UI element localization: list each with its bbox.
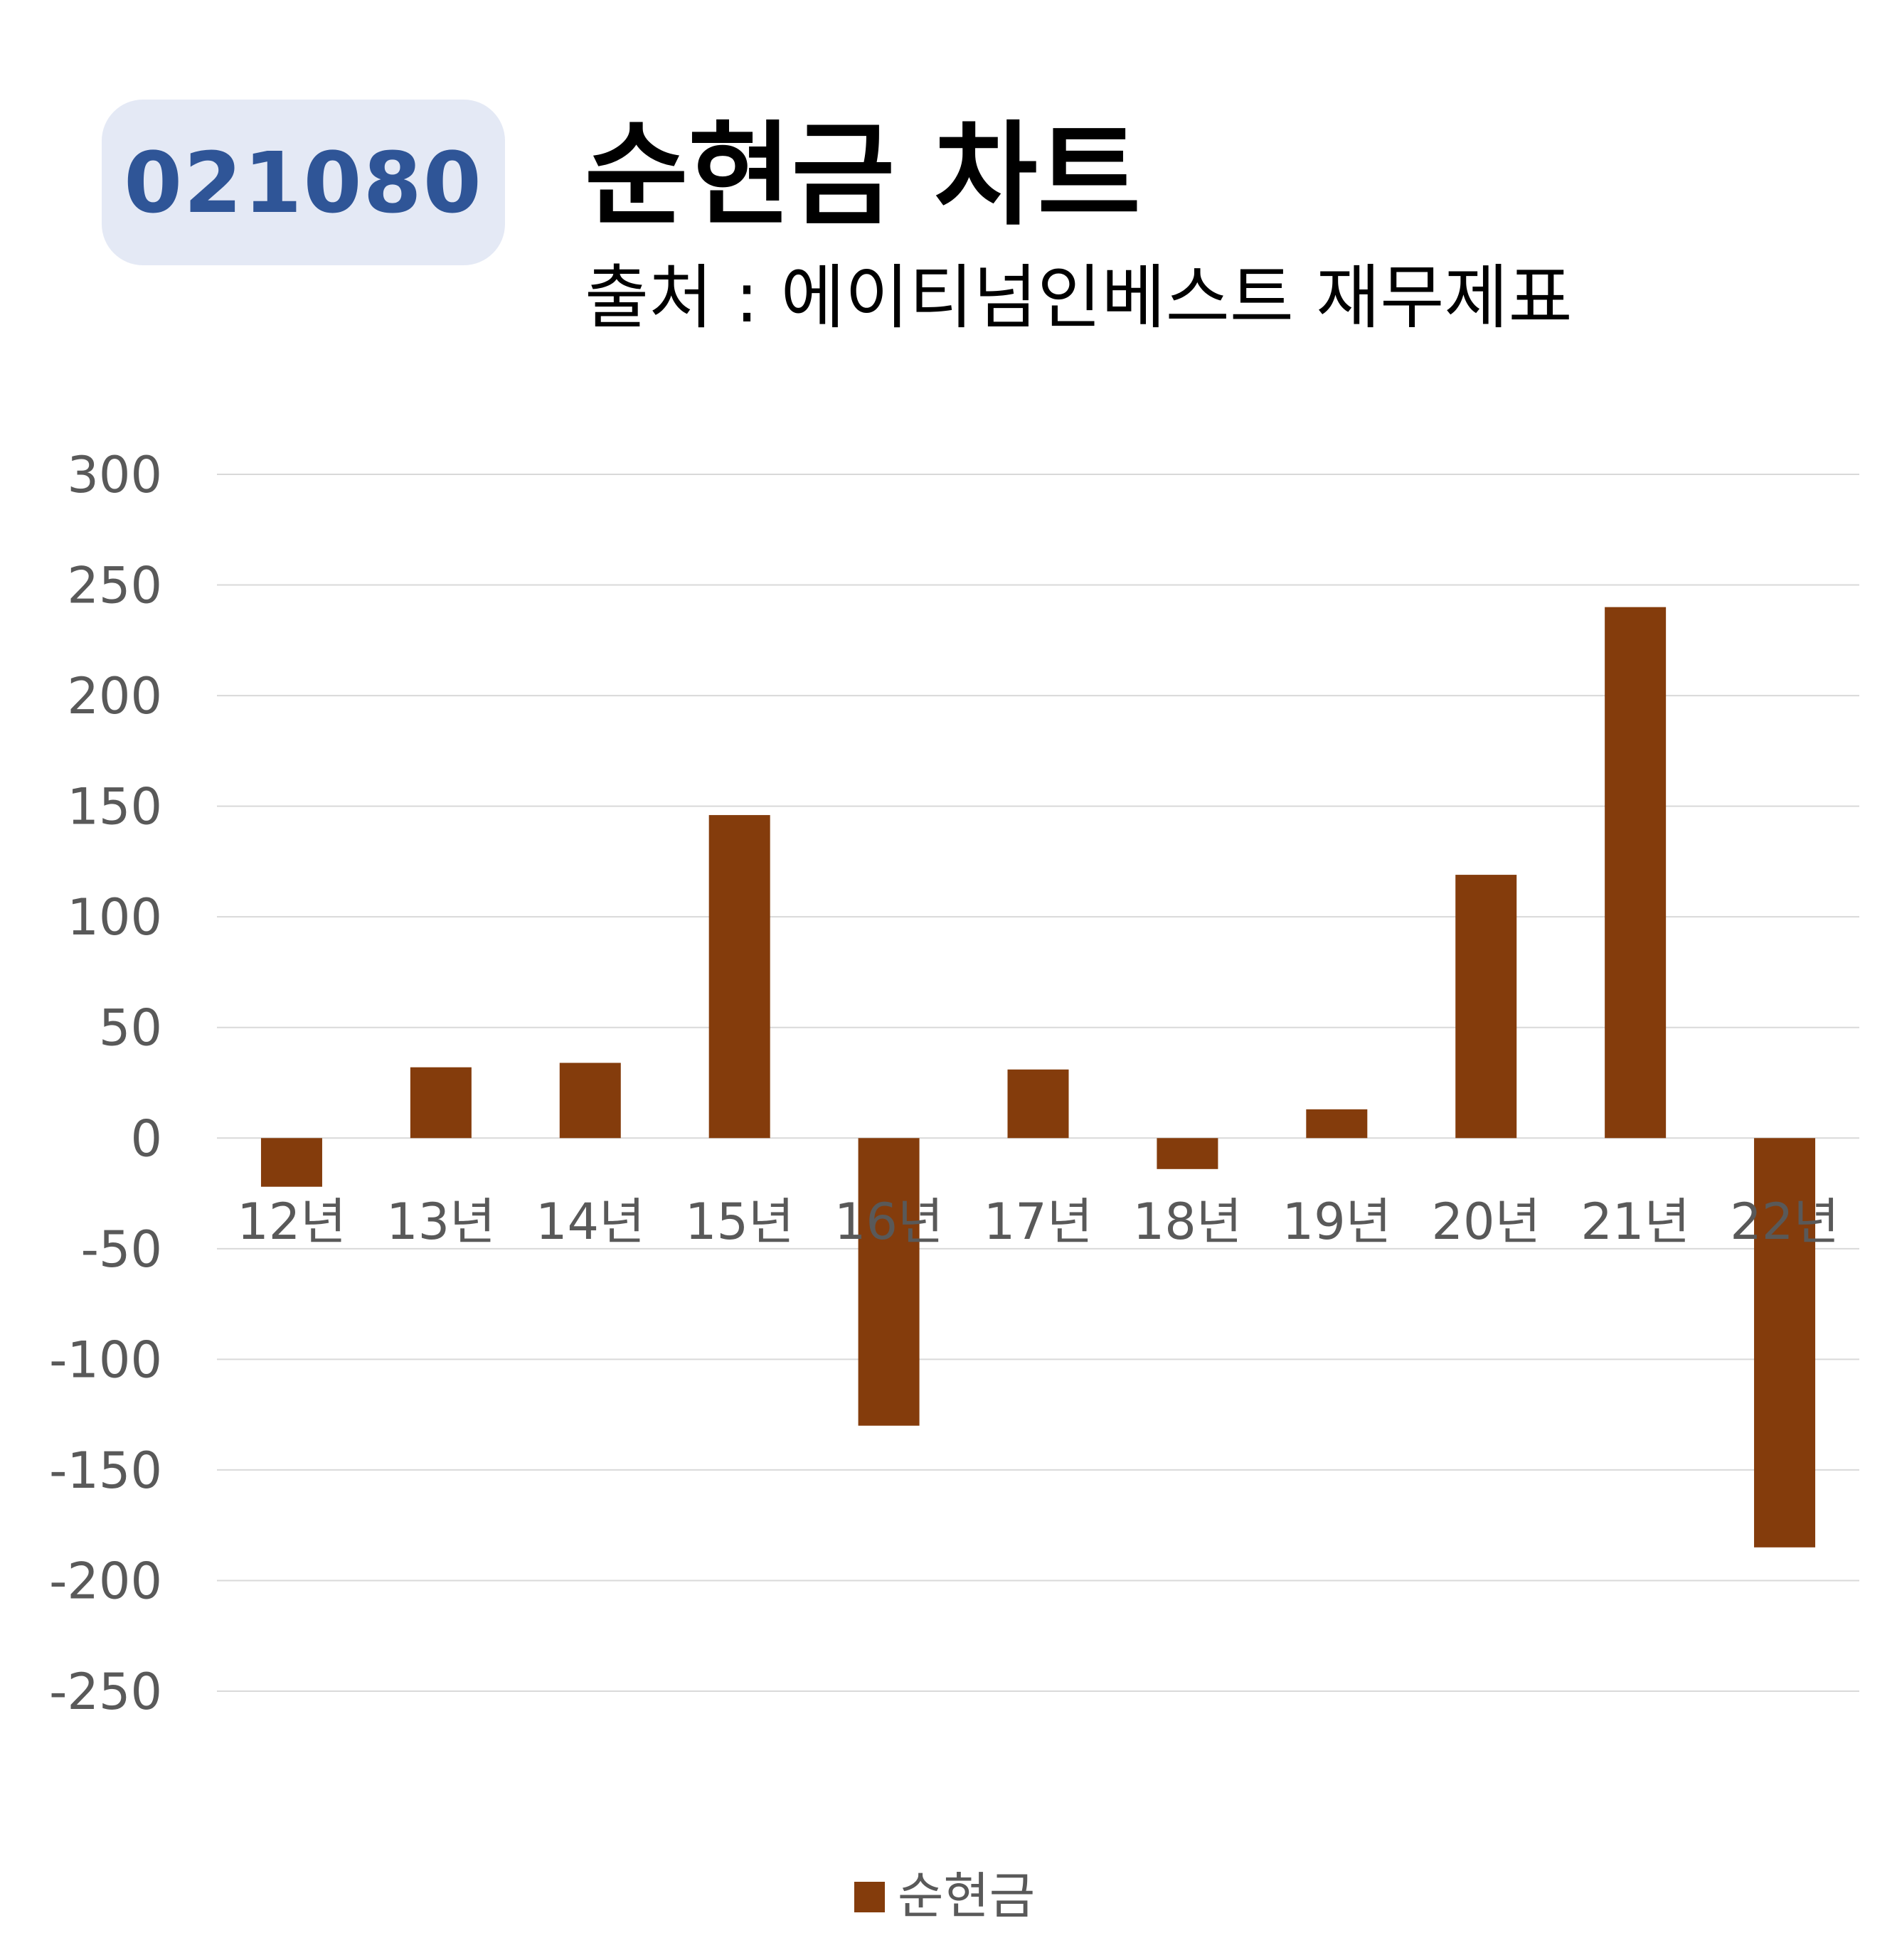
y-tick-label: 0 xyxy=(130,1109,162,1168)
chart-title: 순현금 차트 xyxy=(585,110,1141,241)
stock-code-badge: 021080 xyxy=(102,100,505,265)
y-tick-label: -200 xyxy=(49,1552,162,1610)
bar xyxy=(708,815,770,1139)
x-tick-label: 16년 xyxy=(834,1193,943,1251)
x-tick-label: 15년 xyxy=(685,1193,794,1251)
x-tick-label: 12년 xyxy=(237,1193,346,1251)
x-tick-label: 21년 xyxy=(1580,1193,1689,1251)
y-tick-label: 250 xyxy=(67,557,162,615)
x-tick-label: 20년 xyxy=(1431,1193,1540,1251)
y-tick-label: -100 xyxy=(49,1331,162,1389)
y-tick-label: 100 xyxy=(67,888,162,947)
legend-label: 순현금 xyxy=(898,1867,1035,1925)
y-tick-label: 300 xyxy=(67,446,162,504)
y-tick-label: -150 xyxy=(49,1442,162,1500)
y-tick-label: -50 xyxy=(81,1220,162,1279)
legend-swatch xyxy=(854,1882,885,1912)
bar xyxy=(1306,1109,1368,1139)
stock-code: 021080 xyxy=(124,133,483,232)
chart-subtitle: 출처 : 에이티넘인베스트 재무제표 xyxy=(585,257,1573,339)
x-tick-label: 13년 xyxy=(386,1193,495,1251)
bar xyxy=(1754,1138,1816,1548)
bar xyxy=(1605,607,1667,1139)
bar xyxy=(858,1138,920,1426)
bar xyxy=(260,1138,322,1187)
y-tick-label: -250 xyxy=(49,1663,162,1721)
bar xyxy=(559,1062,621,1139)
bar xyxy=(410,1067,472,1139)
x-tick-label: 14년 xyxy=(536,1193,644,1251)
x-tick-label: 17년 xyxy=(984,1193,1093,1251)
y-tick-label: 200 xyxy=(67,667,162,725)
x-tick-label: 22년 xyxy=(1730,1193,1839,1251)
x-tick-label: 19년 xyxy=(1282,1193,1391,1251)
x-tick-label: 18년 xyxy=(1133,1193,1242,1251)
y-tick-label: 150 xyxy=(67,778,162,836)
y-tick-label: 50 xyxy=(99,999,162,1058)
bar xyxy=(1157,1138,1218,1169)
bar xyxy=(1007,1069,1069,1139)
bar xyxy=(1455,875,1517,1139)
